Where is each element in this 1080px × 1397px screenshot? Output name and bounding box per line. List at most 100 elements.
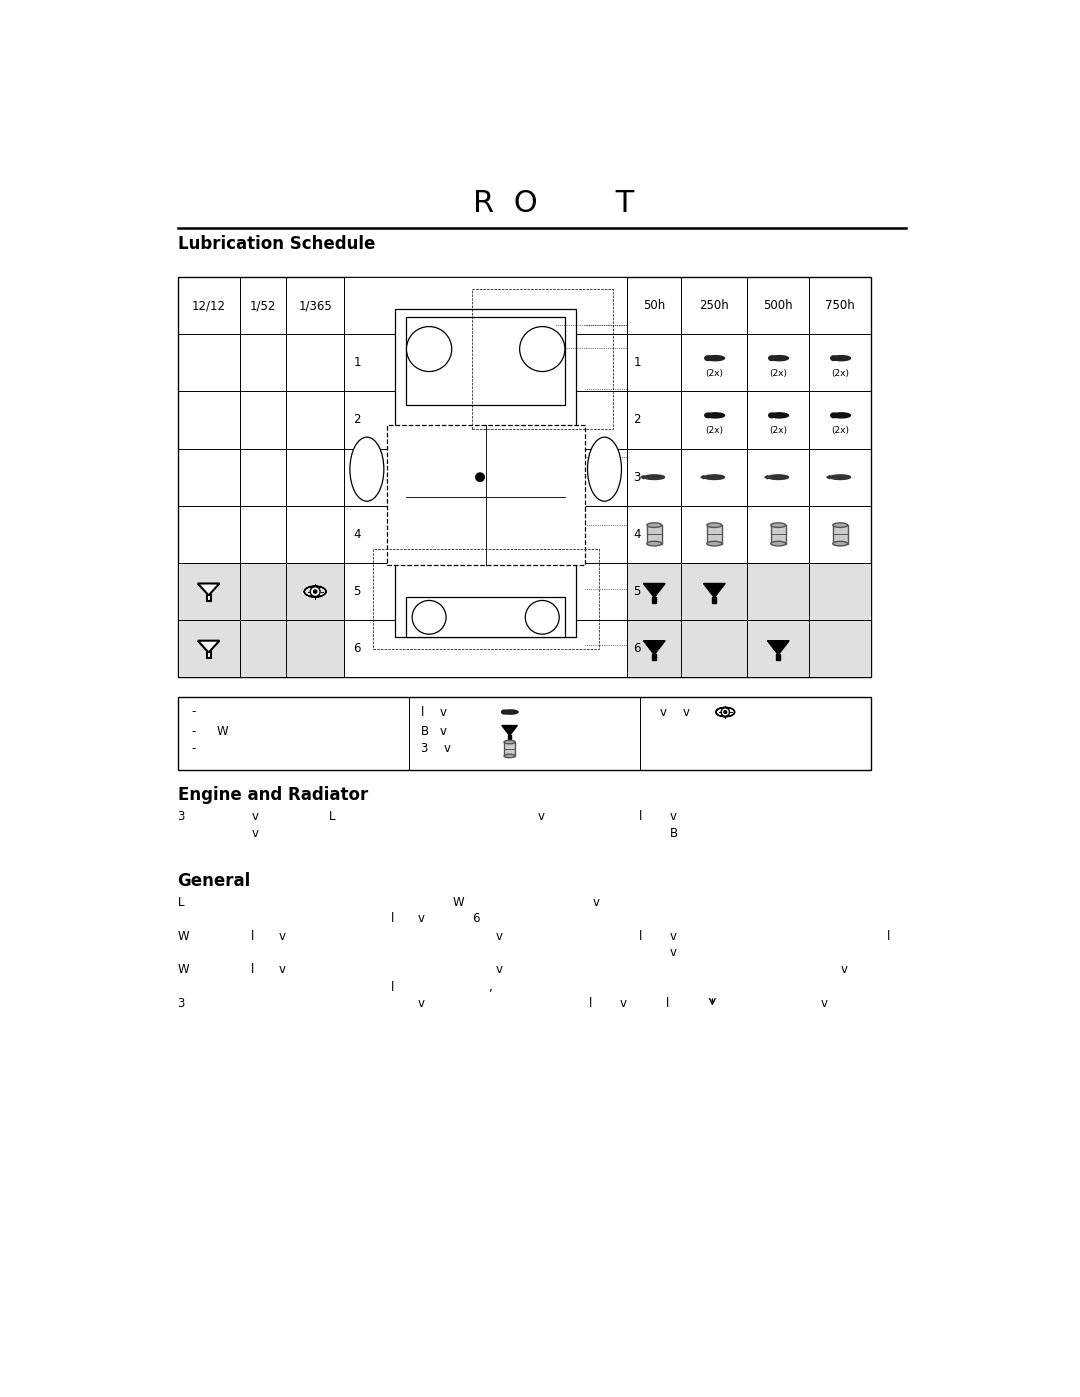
Ellipse shape bbox=[705, 414, 711, 418]
Ellipse shape bbox=[832, 414, 850, 418]
Text: (2x): (2x) bbox=[832, 426, 849, 436]
Text: B: B bbox=[420, 725, 429, 738]
Ellipse shape bbox=[771, 541, 785, 546]
Text: 1/365: 1/365 bbox=[298, 299, 332, 312]
Text: (2x): (2x) bbox=[769, 426, 787, 436]
Bar bbox=[627, 620, 872, 678]
Text: L: L bbox=[177, 897, 184, 909]
Text: 6: 6 bbox=[633, 643, 640, 655]
Text: v: v bbox=[840, 964, 847, 977]
Text: v: v bbox=[670, 930, 677, 943]
Ellipse shape bbox=[647, 522, 662, 528]
Ellipse shape bbox=[644, 475, 664, 479]
Circle shape bbox=[313, 590, 316, 594]
Text: l: l bbox=[252, 930, 255, 943]
Ellipse shape bbox=[350, 437, 383, 502]
Text: B: B bbox=[670, 827, 678, 840]
Text: 6: 6 bbox=[472, 912, 480, 925]
Polygon shape bbox=[644, 584, 665, 598]
Text: 3: 3 bbox=[177, 996, 185, 1010]
Text: 50h: 50h bbox=[643, 299, 665, 312]
Text: v: v bbox=[592, 897, 599, 909]
Text: 750h: 750h bbox=[825, 299, 855, 312]
Text: -: - bbox=[191, 725, 195, 738]
Bar bbox=[707, 525, 721, 543]
Polygon shape bbox=[644, 641, 665, 655]
Text: v: v bbox=[418, 996, 424, 1010]
Text: 4: 4 bbox=[633, 528, 640, 541]
Text: v: v bbox=[279, 964, 285, 977]
Bar bbox=[771, 525, 785, 543]
Circle shape bbox=[476, 474, 484, 482]
Text: v: v bbox=[252, 810, 258, 823]
Text: v: v bbox=[670, 810, 677, 823]
Text: L: L bbox=[328, 810, 335, 823]
Text: v: v bbox=[444, 742, 450, 756]
Polygon shape bbox=[640, 475, 644, 479]
Ellipse shape bbox=[831, 356, 837, 360]
Text: v: v bbox=[619, 996, 626, 1010]
Text: v: v bbox=[660, 705, 666, 718]
Bar bbox=[177, 697, 872, 770]
Text: 6: 6 bbox=[353, 643, 361, 655]
Bar bbox=[713, 597, 716, 604]
Text: W: W bbox=[177, 964, 189, 977]
Ellipse shape bbox=[501, 710, 507, 714]
Text: l: l bbox=[391, 912, 394, 925]
Bar bbox=[387, 425, 584, 566]
Text: v: v bbox=[821, 996, 828, 1010]
Ellipse shape bbox=[588, 437, 621, 502]
Text: 1: 1 bbox=[353, 356, 361, 369]
Bar bbox=[406, 317, 565, 405]
Text: -: - bbox=[191, 705, 195, 718]
Bar bbox=[206, 652, 211, 658]
Bar bbox=[177, 620, 345, 678]
Ellipse shape bbox=[771, 522, 785, 528]
Ellipse shape bbox=[769, 414, 774, 418]
Bar bbox=[652, 597, 657, 604]
Text: Engine and Radiator: Engine and Radiator bbox=[177, 787, 368, 805]
Ellipse shape bbox=[832, 356, 850, 360]
Text: l: l bbox=[252, 964, 255, 977]
Polygon shape bbox=[827, 475, 831, 479]
Bar bbox=[177, 277, 872, 678]
Text: W: W bbox=[453, 897, 464, 909]
Text: v: v bbox=[496, 930, 502, 943]
Text: v: v bbox=[496, 964, 502, 977]
Text: l: l bbox=[391, 981, 394, 995]
Polygon shape bbox=[502, 725, 517, 735]
Bar bbox=[652, 654, 657, 661]
Text: v: v bbox=[440, 705, 447, 718]
Circle shape bbox=[519, 327, 565, 372]
Text: 3: 3 bbox=[633, 471, 640, 483]
Text: v: v bbox=[538, 810, 545, 823]
Polygon shape bbox=[701, 475, 704, 479]
Ellipse shape bbox=[831, 475, 850, 479]
Ellipse shape bbox=[704, 475, 725, 479]
Polygon shape bbox=[198, 641, 219, 652]
Text: General: General bbox=[177, 873, 251, 890]
Circle shape bbox=[406, 327, 451, 372]
Ellipse shape bbox=[770, 414, 788, 418]
Bar bbox=[504, 742, 515, 756]
Bar bbox=[833, 525, 848, 543]
Ellipse shape bbox=[706, 356, 725, 360]
Ellipse shape bbox=[833, 541, 848, 546]
Bar bbox=[647, 525, 662, 543]
Text: l: l bbox=[666, 996, 670, 1010]
Text: l: l bbox=[638, 810, 643, 823]
Ellipse shape bbox=[769, 356, 774, 360]
Ellipse shape bbox=[770, 356, 788, 360]
Text: v: v bbox=[279, 930, 285, 943]
Text: Lubrication Schedule: Lubrication Schedule bbox=[177, 235, 375, 253]
Polygon shape bbox=[768, 641, 789, 655]
Polygon shape bbox=[703, 584, 725, 598]
Text: v: v bbox=[418, 912, 424, 925]
Text: v: v bbox=[670, 946, 677, 958]
Text: (2x): (2x) bbox=[769, 369, 787, 379]
Text: 3: 3 bbox=[353, 471, 361, 483]
Polygon shape bbox=[765, 475, 768, 479]
Text: l: l bbox=[420, 705, 423, 718]
Text: l: l bbox=[887, 930, 890, 943]
Bar bbox=[777, 654, 780, 661]
